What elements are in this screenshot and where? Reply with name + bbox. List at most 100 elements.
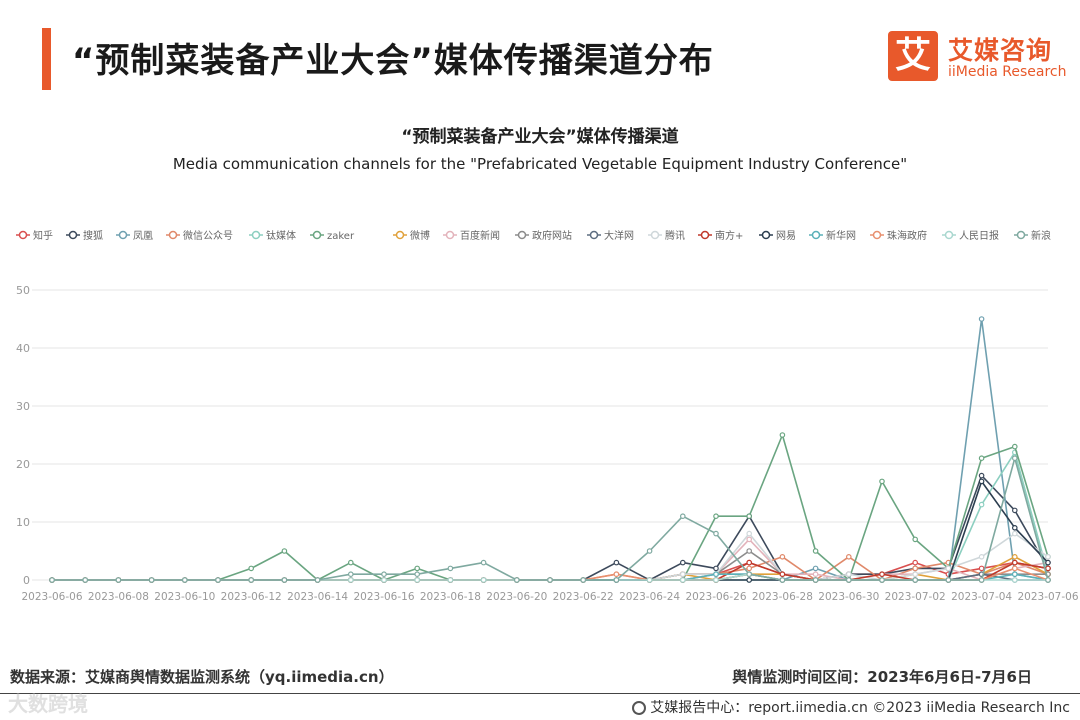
data-point [713,571,719,578]
data-point [281,548,288,554]
legend-marker [168,230,178,240]
legend-label: 新华网 [826,229,856,242]
data-point [646,577,653,583]
iimedia-logo: 艾 艾媒咨询 iiMedia Research [888,31,1068,85]
data-point [148,577,155,583]
data-point [746,513,753,520]
data-point [347,577,354,583]
series [49,455,1051,583]
legend-marker [68,230,78,240]
data-point [879,571,885,578]
data-point [679,571,686,578]
x-tick-label: 2023-06-08 [88,591,149,603]
legend-marker [1016,230,1026,240]
legend-label: 知乎 [33,229,53,242]
x-tick-label: 2023-06-14 [287,591,348,603]
data-point [945,565,952,572]
series [49,316,1051,583]
data-point [215,577,221,583]
data-point [978,501,985,508]
legend-marker [650,230,660,240]
data-point [182,577,188,583]
line-chart: 0 10 20 30 40 50 2023-06-06 2023-06-08 2023-06-1… [16,229,1079,603]
data-point [1045,577,1051,583]
x-tick-label: 2023-06-20 [486,591,547,603]
data-point [646,548,653,554]
data-point [746,559,753,566]
data-point [713,565,719,572]
data-point [978,455,985,462]
x-tick-label: 2023-07-04 [951,591,1012,603]
data-point [746,565,753,572]
data-point [978,472,985,479]
data-point [414,577,421,583]
legend-marker [589,230,599,240]
legend-item: 凤凰 [116,230,153,242]
legend-item: 珠海政府 [870,229,927,242]
data-point [1011,455,1018,462]
data-point [613,559,620,566]
data-point [347,571,354,578]
legend-item: 新浪 [1014,229,1051,242]
data-point [978,553,985,560]
x-tick-label: 2023-06-06 [21,591,82,603]
report-center-text: 艾媒报告中心：report.iimedia.cn ©2023 iiMedia R… [650,700,1070,716]
series-line [52,451,1049,581]
legend-item: 新华网 [809,229,856,242]
data-point [912,565,919,572]
data-point [879,478,885,485]
data-point [480,559,487,566]
legend-label: 南方+ [715,229,743,242]
series [49,472,1051,583]
data-point [1011,553,1018,560]
logo-mark-icon: 艾 [888,31,938,81]
legend-item: 政府网站 [515,229,572,242]
data-point [1011,507,1018,514]
legend-label: zaker [327,231,355,242]
data-point [812,565,819,572]
y-tick-label: 30 [16,400,30,413]
legend-item: 百度新闻 [443,229,500,242]
y-tick-label: 40 [16,342,30,355]
data-point [1011,571,1018,578]
legend-marker [18,230,28,240]
data-point [912,559,919,566]
series-line [52,318,1049,581]
x-tick-label: 2023-06-26 [685,591,746,603]
legend-item: zaker [310,230,355,242]
data-point [713,530,719,537]
logo-en-text: iiMedia Research [948,64,1067,80]
data-point [281,577,288,583]
legend-label: 网易 [776,230,796,242]
data-point [812,571,819,578]
data-point [381,571,387,578]
data-point [746,571,753,578]
data-point [580,577,587,583]
legend-item: 微信公众号 [166,229,233,242]
legend-marker [811,230,821,240]
legend-item: 人民日报 [942,229,999,242]
legend-item: 大洋网 [587,229,634,242]
legend-label: 搜狐 [83,229,103,242]
legend-marker [251,230,261,240]
data-point [613,571,620,578]
x-tick-label: 2023-06-30 [818,591,879,603]
legend-marker [395,230,405,240]
y-tick-label: 10 [16,516,30,529]
x-tick-label: 2023-06-24 [619,591,680,603]
series-line [52,457,1049,581]
data-point [82,577,89,583]
report-center: 艾媒报告中心：report.iimedia.cn ©2023 iiMedia R… [632,697,1070,717]
title-accent-bar [42,28,51,90]
data-point [1045,553,1051,560]
data-point [912,577,919,583]
legend-label: 大洋网 [604,229,634,242]
data-point [978,565,985,572]
legend-item: 南方+ [698,229,743,242]
data-point [978,316,985,322]
data-point [746,577,753,583]
legend-label: 腾讯 [665,229,685,242]
data-point [879,577,885,583]
data-point [812,548,819,554]
legend-marker [761,230,771,240]
